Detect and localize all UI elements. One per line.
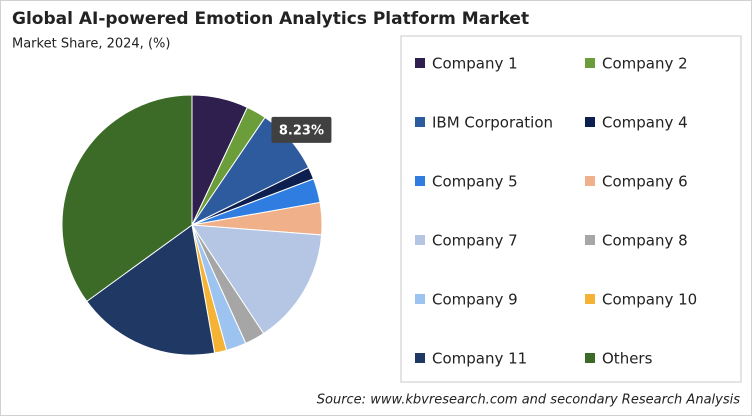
- legend-swatch: [415, 353, 425, 363]
- data-label-box: [271, 116, 332, 143]
- legend-label: Company 2: [602, 55, 688, 73]
- legend-label: Company 5: [432, 173, 518, 191]
- legend-swatch: [585, 176, 595, 186]
- legend-swatch: [415, 176, 425, 186]
- legend-label: Others: [602, 350, 653, 368]
- pie-slice: [86, 224, 216, 356]
- legend-label: Company 11: [432, 350, 527, 368]
- legend-label: Company 8: [602, 232, 688, 250]
- chart-title: Global AI-powered Emotion Analytics Plat…: [12, 9, 529, 29]
- legend-swatch: [415, 235, 425, 245]
- pie-slice: [191, 224, 323, 335]
- chart-subtitle: Market Share, 2024, (%): [12, 37, 170, 52]
- legend-swatch: [585, 58, 595, 68]
- legend-label: Company 1: [432, 55, 518, 73]
- legend-label: Company 7: [432, 232, 518, 250]
- legend-swatch: [415, 117, 425, 127]
- legend-label: Company 9: [432, 291, 518, 309]
- legend-label: Company 4: [602, 114, 688, 132]
- legend-label: Company 6: [602, 173, 688, 191]
- legend-box: [400, 35, 742, 383]
- legend-swatch: [585, 117, 595, 127]
- legend-label: IBM Corporation: [432, 114, 553, 132]
- legend-label: Company 10: [602, 291, 697, 309]
- source: Source: www.kbvresearch.com and secondar…: [317, 393, 740, 408]
- data-label: 8.23%: [279, 123, 324, 138]
- legend-swatch: [585, 294, 595, 304]
- legend-swatch: [415, 294, 425, 304]
- legend-swatch: [415, 58, 425, 68]
- pie-slice: [61, 94, 193, 303]
- legend-swatch: [585, 235, 595, 245]
- legend-swatch: [585, 353, 595, 363]
